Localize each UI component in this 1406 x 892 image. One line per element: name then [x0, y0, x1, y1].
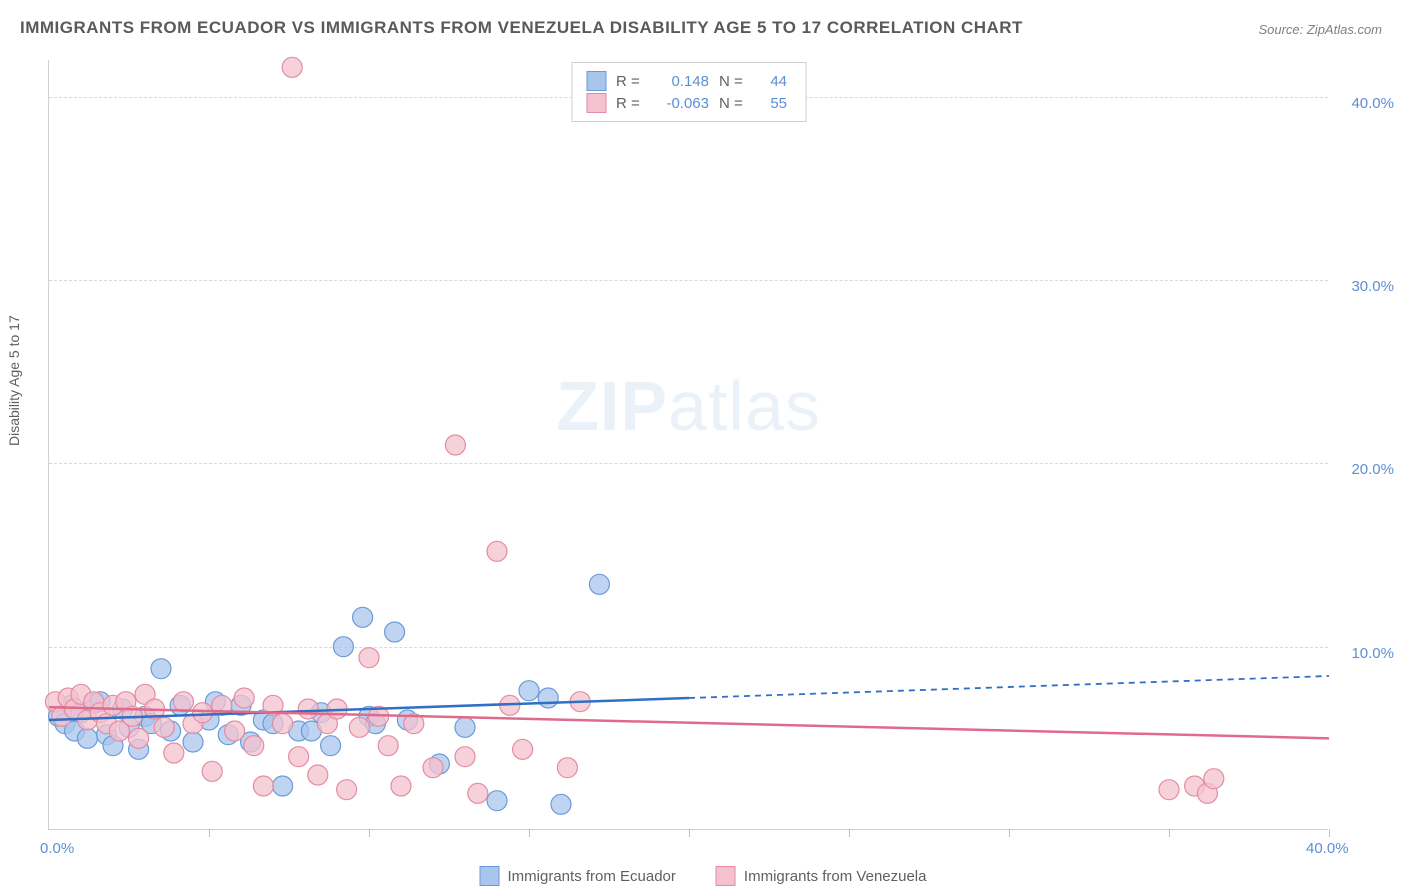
data-point [337, 780, 357, 800]
data-point [468, 783, 488, 803]
y-tick-label: 30.0% [1334, 278, 1394, 295]
data-point [183, 732, 203, 752]
data-point [234, 688, 254, 708]
data-point [77, 728, 97, 748]
plot-area: ZIPatlas R = 0.148 N = 44 R = -0.063 N =… [48, 60, 1328, 830]
data-point [225, 721, 245, 741]
data-point [151, 659, 171, 679]
swatch-series1 [586, 71, 606, 91]
data-point [129, 728, 149, 748]
stats-row-2: R = -0.063 N = 55 [586, 93, 787, 113]
r-value-1: 0.148 [654, 73, 709, 90]
legend-swatch-2 [716, 866, 736, 886]
data-point [298, 699, 318, 719]
x-end-label: 40.0% [1306, 840, 1349, 857]
data-point [359, 648, 379, 668]
data-point [423, 758, 443, 778]
swatch-series2 [586, 93, 606, 113]
x-origin-label: 0.0% [40, 840, 74, 857]
data-point [513, 739, 533, 759]
data-point [253, 776, 273, 796]
legend-item-1: Immigrants from Ecuador [480, 866, 676, 886]
data-point [455, 747, 475, 767]
n-label: N = [719, 73, 747, 90]
data-point [353, 607, 373, 627]
r-value-2: -0.063 [654, 95, 709, 112]
data-point [244, 736, 264, 756]
data-point [202, 761, 222, 781]
data-point [385, 622, 405, 642]
data-point [487, 541, 507, 561]
data-point [193, 703, 213, 723]
data-point [154, 717, 174, 737]
data-point [321, 736, 341, 756]
data-point [378, 736, 398, 756]
n-label-2: N = [719, 95, 747, 112]
data-point [557, 758, 577, 778]
data-point [273, 714, 293, 734]
y-tick-label: 10.0% [1334, 645, 1394, 662]
scatter-svg [49, 60, 1328, 829]
y-tick-label: 40.0% [1334, 95, 1394, 112]
stats-row-1: R = 0.148 N = 44 [586, 71, 787, 91]
data-point [1159, 780, 1179, 800]
legend: Immigrants from Ecuador Immigrants from … [480, 866, 927, 886]
legend-swatch-1 [480, 866, 500, 886]
n-value-1: 44 [757, 73, 787, 90]
legend-label-1: Immigrants from Ecuador [508, 868, 676, 885]
data-point [273, 776, 293, 796]
data-point [282, 57, 302, 77]
data-point [289, 747, 309, 767]
data-point [455, 717, 475, 737]
source-label: Source: ZipAtlas.com [1258, 22, 1382, 37]
data-point [589, 574, 609, 594]
chart-title: IMMIGRANTS FROM ECUADOR VS IMMIGRANTS FR… [20, 18, 1023, 38]
data-point [164, 743, 184, 763]
y-axis-label: Disability Age 5 to 17 [6, 315, 22, 446]
data-point [173, 692, 193, 712]
n-value-2: 55 [757, 95, 787, 112]
data-point [349, 717, 369, 737]
r-label: R = [616, 73, 644, 90]
data-point [1204, 769, 1224, 789]
legend-item-2: Immigrants from Venezuela [716, 866, 927, 886]
data-point [487, 791, 507, 811]
y-tick-label: 20.0% [1334, 461, 1394, 478]
data-point [519, 681, 539, 701]
data-point [551, 794, 571, 814]
stats-box: R = 0.148 N = 44 R = -0.063 N = 55 [571, 62, 806, 122]
data-point [391, 776, 411, 796]
legend-label-2: Immigrants from Venezuela [744, 868, 927, 885]
data-point [333, 637, 353, 657]
r-label-2: R = [616, 95, 644, 112]
data-point [308, 765, 328, 785]
data-point [445, 435, 465, 455]
data-point [538, 688, 558, 708]
